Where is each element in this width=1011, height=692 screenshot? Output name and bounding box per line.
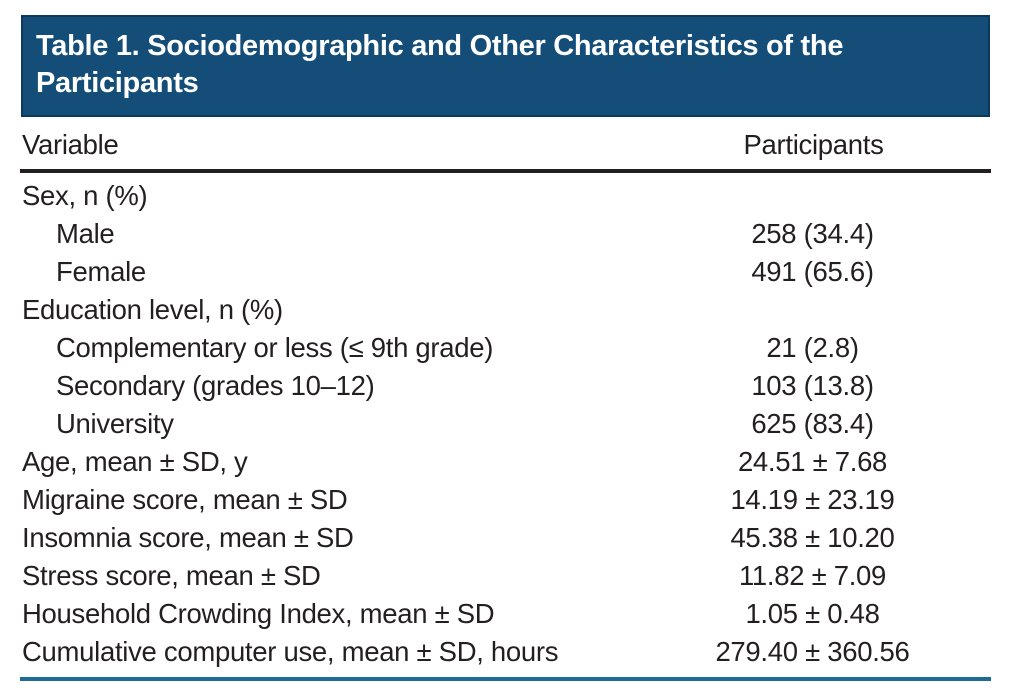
row-label: Female	[56, 256, 146, 287]
row-value: 14.19 ± 23.19	[730, 484, 895, 515]
row-value: 491 (65.6)	[751, 256, 874, 287]
row-value: 21 (2.8)	[766, 332, 859, 363]
characteristics-table: Variable Participants Sex, n (%) Male 25…	[20, 117, 991, 671]
table-row-migraine: Migraine score, mean ± SD 14.19 ± 23.19	[20, 481, 991, 519]
row-label: Sex, n (%)	[22, 180, 148, 211]
table-row-complementary: Complementary or less (≤ 9th grade) 21 (…	[20, 329, 991, 367]
row-value: 45.38 ± 10.20	[730, 522, 895, 553]
row-label: Education level, n (%)	[22, 294, 283, 325]
row-value: 11.82 ± 7.09	[738, 560, 887, 591]
row-value: 103 (13.8)	[751, 370, 874, 401]
row-value	[634, 171, 991, 215]
row-label: Migraine score, mean ± SD	[22, 484, 348, 515]
paper-table-figure: Table 1. Sociodemographic and Other Char…	[0, 15, 1011, 692]
column-header-variable: Variable	[20, 117, 634, 173]
table-row-sex: Sex, n (%)	[20, 171, 991, 215]
row-label: Age, mean ± SD, y	[22, 446, 248, 477]
row-label: Insomnia score, mean ± SD	[22, 522, 354, 553]
row-label: Secondary (grades 10–12)	[56, 370, 375, 401]
header-row: Variable Participants	[20, 117, 991, 173]
table-row-age: Age, mean ± SD, y 24.51 ± 7.68	[20, 443, 991, 481]
table-row-male: Male 258 (34.4)	[20, 215, 991, 253]
row-label: University	[56, 408, 174, 439]
table-title-bar: Table 1. Sociodemographic and Other Char…	[21, 15, 990, 117]
table-row-education: Education level, n (%)	[20, 291, 991, 329]
table-header: Variable Participants	[20, 117, 991, 173]
table-row-stress: Stress score, mean ± SD 11.82 ± 7.09	[20, 557, 991, 595]
table-row-secondary: Secondary (grades 10–12) 103 (13.8)	[20, 367, 991, 405]
row-label: Male	[56, 218, 115, 249]
row-label: Stress score, mean ± SD	[22, 560, 321, 591]
table-row-crowding: Household Crowding Index, mean ± SD 1.05…	[20, 595, 991, 633]
row-label: Household Crowding Index, mean ± SD	[22, 598, 495, 629]
table-title: Table 1. Sociodemographic and Other Char…	[36, 30, 844, 99]
row-value	[634, 291, 991, 329]
column-header-participants: Participants	[634, 117, 991, 173]
row-value: 1.05 ± 0.48	[745, 598, 880, 629]
table-container: Variable Participants Sex, n (%) Male 25…	[20, 117, 991, 681]
row-value: 279.40 ± 360.56	[715, 636, 910, 667]
table-row-computer-use: Cumulative computer use, mean ± SD, hour…	[20, 633, 991, 671]
row-value: 625 (83.4)	[751, 408, 874, 439]
row-value: 258 (34.4)	[751, 218, 874, 249]
table-row-insomnia: Insomnia score, mean ± SD 45.38 ± 10.20	[20, 519, 991, 557]
table-row-university: University 625 (83.4)	[20, 405, 991, 443]
row-label: Complementary or less (≤ 9th grade)	[56, 332, 494, 363]
row-value: 24.51 ± 7.68	[737, 446, 888, 477]
table-row-female: Female 491 (65.6)	[20, 253, 991, 291]
row-label: Cumulative computer use, mean ± SD, hour…	[22, 636, 559, 667]
table-body: Sex, n (%) Male 258 (34.4) Female 491 (6…	[20, 171, 991, 671]
